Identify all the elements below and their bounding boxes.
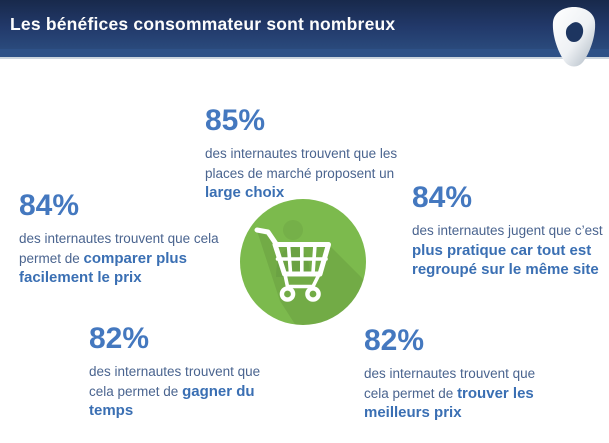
stat-description: des internautes trouvent que cela permet …: [19, 229, 259, 288]
stat-text-line: des internautes jugent que c’est: [412, 223, 603, 238]
stat-text-line: des internautes trouvent que les: [205, 146, 398, 161]
header-accent-band: [0, 49, 609, 59]
stat-text-line: meilleurs prix: [364, 404, 462, 421]
stat-percent: 82%: [364, 324, 425, 357]
stat-large-choix: 85% des internautes trouvent que les plac…: [205, 106, 445, 203]
stat-text-line: facilement le prix: [19, 269, 142, 286]
stat-description: des internautes jugent que c’est plus pra…: [412, 221, 607, 280]
stat-text-line: places de marché proposent un: [205, 165, 395, 181]
stat-description: des internautes trouvent que cela permet …: [89, 362, 304, 421]
stat-text-line: regroupé sur le même site: [412, 261, 599, 278]
stat-text-line: temps: [89, 402, 134, 419]
stat-text-line: large choix: [205, 184, 285, 201]
stat-percent: 84%: [412, 181, 473, 214]
stat-text-line: des internautes trouvent que: [89, 364, 261, 379]
stat-text-line: cela permet de trouver les: [364, 384, 534, 402]
stat-description: des internautes trouvent que cela permet …: [364, 364, 579, 423]
stat-plus-pratique: 84% des internautes jugent que c’est plus…: [412, 183, 607, 280]
stat-comparer-prix: 84% des internautes trouvent que cela per…: [19, 191, 259, 288]
stat-text-line: permet de comparer plus: [19, 249, 187, 267]
stat-text-line: des internautes trouvent que cela: [19, 231, 219, 246]
brand-shield-logo-icon: [552, 7, 596, 67]
stat-percent: 84%: [19, 189, 80, 222]
stat-percent: 85%: [205, 104, 266, 137]
cart-glyph: [254, 227, 331, 302]
long-shadow: [257, 231, 366, 325]
stat-percent: 82%: [89, 322, 150, 355]
stat-text-line: cela permet de gagner du: [89, 382, 255, 400]
page-title: Les bénéfices consommateur sont nombreux: [10, 14, 396, 34]
stat-description: des internautes trouvent que les places d…: [205, 144, 445, 203]
stat-text-line: des internautes trouvent que: [364, 366, 536, 381]
header: Les bénéfices consommateur sont nombreux: [0, 0, 609, 49]
stat-meilleurs-prix: 82% des internautes trouvent que cela per…: [364, 326, 579, 423]
stat-gagner-temps: 82% des internautes trouvent que cela per…: [89, 324, 304, 421]
shopping-cart-icon: [240, 199, 366, 325]
stat-text-line: plus pratique car tout est: [412, 241, 592, 259]
